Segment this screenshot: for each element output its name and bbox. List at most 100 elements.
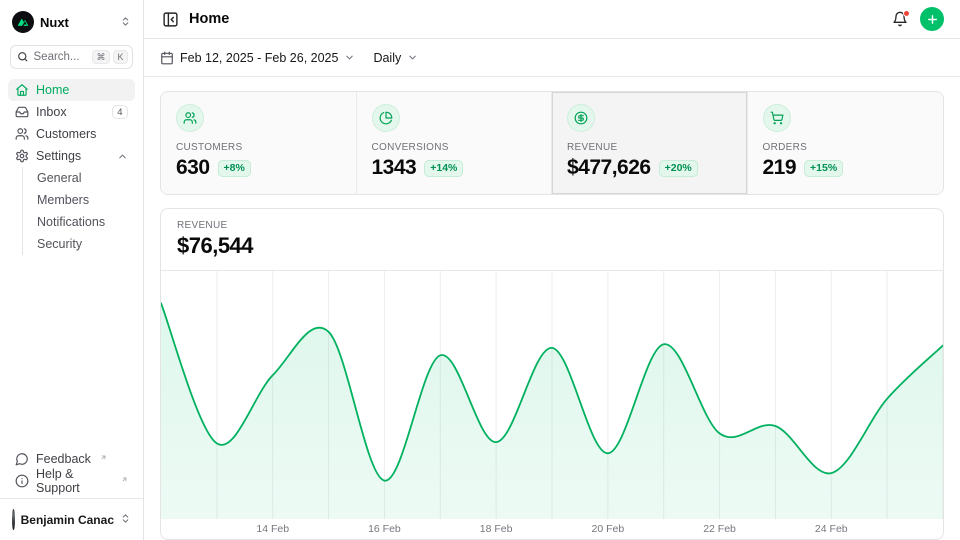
bell-icon (893, 11, 907, 27)
revenue-area-chart[interactable] (161, 271, 943, 519)
sidebar-item-home[interactable]: Home (8, 79, 135, 101)
user-name: Benjamin Canac (20, 512, 114, 527)
calendar-icon (160, 51, 174, 65)
plus-icon (927, 14, 937, 24)
stat-delta-badge: +15% (804, 159, 844, 177)
notification-dot (903, 10, 910, 18)
pie-chart-icon (371, 104, 400, 132)
dollar-circle-icon (567, 104, 595, 132)
sidebar-item-security[interactable]: Security (23, 233, 135, 255)
notifications-button[interactable] (890, 9, 910, 29)
sidebar: Nuxt Search... ⌘ K Home (0, 0, 144, 540)
stat-label: REVENUE (567, 142, 618, 153)
sidebar-item-help-support[interactable]: Help & Support (8, 467, 135, 495)
stat-label: ORDERS (762, 142, 808, 153)
users-icon (15, 127, 29, 141)
chart-label: REVENUE (177, 220, 228, 231)
stat-delta-badge: +20% (658, 159, 698, 177)
kbd-cmd: ⌘ (91, 49, 110, 65)
x-axis: 14 Feb 16 Feb 18 Feb 20 Feb 22 Feb 24 Feb (161, 519, 943, 539)
page-title: Home (189, 11, 230, 28)
chart-header: REVENUE $76,544 (161, 209, 943, 271)
x-axis-label: 14 Feb (256, 523, 290, 535)
stat-card-conversions[interactable]: CONVERSIONS 1343 +14% (356, 92, 552, 194)
divider (0, 498, 143, 499)
date-range-picker[interactable]: Feb 12, 2025 - Feb 26, 2025 (160, 51, 355, 65)
external-link-icon (100, 450, 107, 464)
sidebar-item-label: Home (36, 83, 70, 97)
x-axis-label: 18 Feb (479, 523, 513, 535)
sidebar-item-label: Feedback (36, 452, 91, 466)
stat-delta-badge: +14% (424, 159, 464, 177)
revenue-chart-card: REVENUE $76,544 (160, 208, 944, 540)
stats-row: CUSTOMERS 630 +8% CONVERSIONS 1343 +14% (160, 91, 944, 195)
header-actions (890, 7, 944, 32)
stat-delta-badge: +8% (217, 159, 251, 177)
team-switcher[interactable]: Nuxt (8, 8, 135, 36)
kbd-k: K (112, 49, 128, 65)
sidebar-item-label: Customers (36, 127, 97, 141)
page-header: Home (144, 0, 960, 40)
search-icon (17, 51, 29, 63)
panel-left-close-icon (163, 12, 178, 27)
stat-value: 630 (176, 156, 210, 179)
search-placeholder: Search... (33, 51, 80, 63)
stat-label: CONVERSIONS (371, 142, 449, 153)
stat-card-revenue[interactable]: REVENUE $477,626 +20% (552, 92, 748, 194)
inbox-count-badge: 4 (111, 105, 128, 119)
date-range-value: Feb 12, 2025 - Feb 26, 2025 (180, 50, 339, 65)
sidebar-item-settings[interactable]: Settings (8, 145, 135, 167)
external-link-icon (121, 472, 128, 486)
revenue-line (161, 303, 943, 480)
cart-icon (762, 104, 791, 132)
user-menu-button[interactable]: Benjamin Canac (8, 505, 135, 534)
main-panel: Home Feb 12, 2025 - Feb 26, 2025 (144, 0, 960, 540)
stat-value: $477,626 (567, 156, 651, 179)
stat-card-orders[interactable]: ORDERS 219 +15% (747, 92, 943, 194)
message-circle-icon (15, 452, 29, 466)
stat-value: 219 (762, 156, 797, 179)
stat-value: 1343 (371, 156, 417, 179)
sidebar-nav: Home Inbox 4 Customers Settings (8, 79, 135, 255)
sidebar-item-label: Help & Support (36, 467, 80, 495)
sidebar-item-members[interactable]: Members (23, 189, 135, 211)
search-input[interactable]: Search... ⌘ K (10, 45, 133, 69)
period-value: Daily (373, 50, 402, 65)
sidebar-item-feedback[interactable]: Feedback (8, 448, 135, 470)
brand-name: Nuxt (40, 14, 69, 30)
x-axis-label: 20 Feb (591, 523, 625, 535)
add-button[interactable] (920, 7, 944, 32)
search-shortcut: ⌘ K (91, 49, 128, 65)
chevron-down-icon (344, 52, 355, 63)
toolbar: Feb 12, 2025 - Feb 26, 2025 Daily (144, 39, 960, 77)
nuxt-logo (12, 11, 34, 33)
sidebar-item-customers[interactable]: Customers (8, 123, 135, 145)
house-icon (15, 83, 29, 97)
collapse-sidebar-button[interactable] (160, 9, 181, 30)
settings-subnav: General Members Notifications Security (22, 167, 135, 255)
avatar (12, 509, 15, 530)
sidebar-item-label: Settings (36, 149, 82, 163)
sidebar-item-notifications[interactable]: Notifications (23, 211, 135, 233)
sidebar-item-general[interactable]: General (23, 167, 135, 189)
content: CUSTOMERS 630 +8% CONVERSIONS 1343 +14% (144, 77, 960, 540)
info-icon (15, 474, 29, 488)
sidebar-item-label: Inbox (36, 105, 67, 119)
x-axis-label: 22 Feb (703, 523, 736, 535)
stat-card-customers[interactable]: CUSTOMERS 630 +8% (161, 92, 357, 194)
gear-icon (15, 149, 29, 163)
inbox-icon (15, 105, 29, 119)
area-fill (161, 303, 943, 519)
users-icon (176, 104, 204, 132)
chevron-up-icon (117, 151, 128, 162)
period-select[interactable]: Daily (373, 51, 418, 65)
chevron-down-icon (407, 52, 418, 63)
sidebar-item-inbox[interactable]: Inbox 4 (8, 101, 135, 123)
x-axis-label: 16 Feb (368, 523, 401, 535)
chart-svg (161, 271, 943, 519)
stat-label: CUSTOMERS (176, 142, 243, 153)
chevrons-up-down-icon (120, 512, 131, 527)
chart-total-value: $76,544 (177, 233, 254, 258)
chevrons-up-down-icon (120, 15, 131, 30)
